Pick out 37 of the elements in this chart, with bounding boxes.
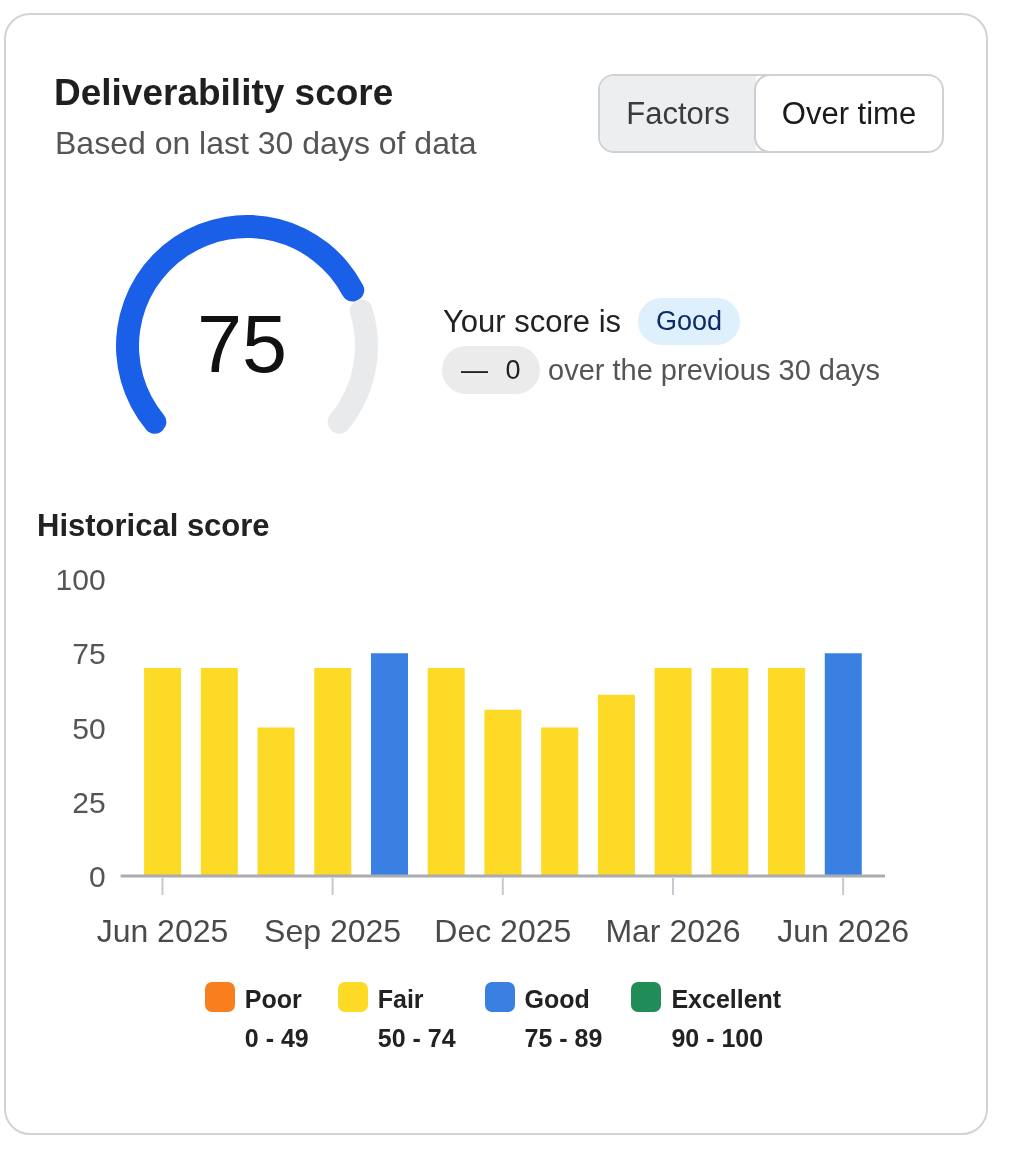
x-tick-label: Mar 2026 [605, 913, 741, 949]
chart-subtitle: Based on last 30 days of data [55, 125, 477, 162]
y-tick-label: 75 [72, 636, 106, 670]
x-tick-label: Dec 2025 [434, 913, 572, 949]
data-label: 75 [196, 299, 288, 390]
bar [484, 709, 522, 876]
bar [597, 694, 635, 876]
x-tick-label: Jun 2026 [777, 913, 909, 949]
legend-label: Poor 0 - 49 [244, 985, 309, 1052]
legend-label: Excellent 90 - 100 [671, 985, 782, 1052]
y-tick-label: 0 [88, 859, 106, 893]
bar [541, 727, 579, 876]
text: Your score is [443, 304, 622, 340]
text: over the previous 30 days [548, 353, 881, 386]
bar [314, 668, 352, 876]
bar [824, 653, 862, 876]
bar [370, 653, 408, 876]
bar [257, 727, 295, 876]
bar [427, 668, 465, 876]
score-badge: Good [638, 298, 741, 345]
chart-title: Historical score [37, 507, 270, 543]
bar [768, 668, 806, 876]
bar [200, 668, 238, 876]
x-tick-label: Jun 2025 [96, 913, 229, 949]
x-tick-label: Sep 2025 [264, 913, 402, 949]
bar [654, 668, 692, 876]
y-tick-label: 100 [55, 562, 106, 596]
change-badge: — 0 [442, 346, 540, 394]
chart-title: Deliverability score [54, 71, 394, 113]
bar [144, 668, 182, 876]
tab: Factors [600, 76, 756, 151]
tab: Over time [754, 76, 942, 151]
legend-label: Fair 50 - 74 [377, 985, 456, 1052]
bar [711, 668, 749, 876]
legend-label: Good 75 - 89 [524, 985, 603, 1052]
y-tick-label: 25 [72, 785, 106, 819]
y-tick-label: 50 [72, 711, 106, 744]
